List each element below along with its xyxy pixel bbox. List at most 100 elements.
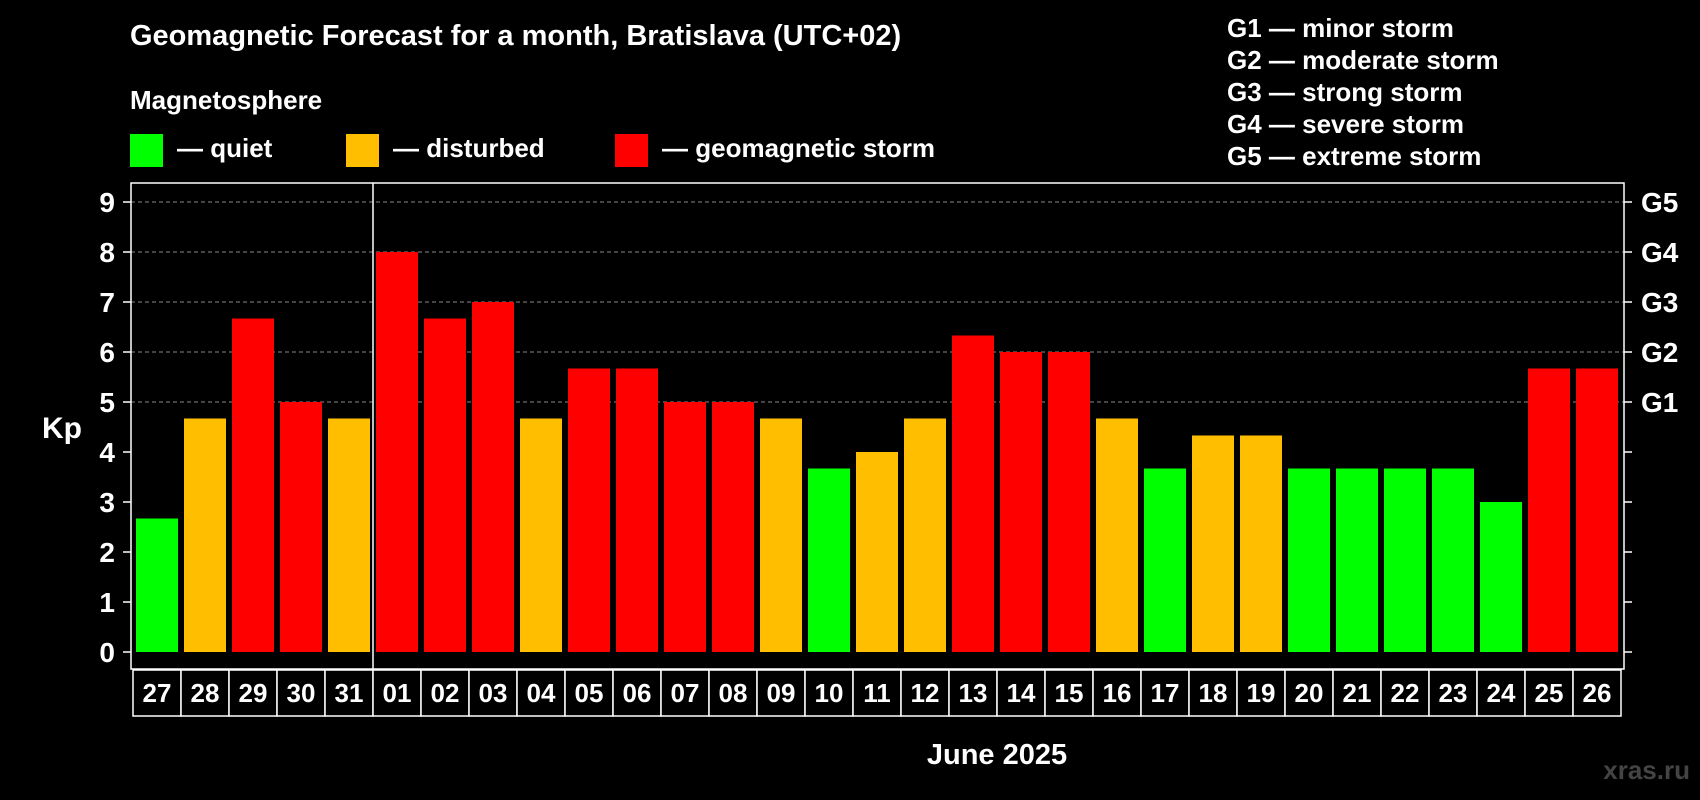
bar-12 bbox=[904, 418, 946, 652]
x-axis-label: June 2025 bbox=[927, 739, 1067, 771]
xtick-box-06 bbox=[612, 669, 662, 717]
xtick-box-18 bbox=[1188, 669, 1238, 717]
xtick-box-10 bbox=[804, 669, 854, 717]
xtick-label-27: 27 bbox=[143, 678, 172, 708]
xtick-box-19 bbox=[1236, 669, 1286, 717]
xtick-box-31 bbox=[324, 669, 374, 717]
bar-19 bbox=[1240, 435, 1282, 652]
xtick-box-29 bbox=[228, 669, 278, 717]
bar-17 bbox=[1144, 468, 1186, 652]
xtick-label-02: 02 bbox=[431, 678, 460, 708]
chart-title: Geomagnetic Forecast for a month, Bratis… bbox=[130, 20, 902, 52]
y-axis-label: Kp bbox=[42, 412, 82, 445]
xtick-label-30: 30 bbox=[287, 678, 316, 708]
ytick-label-2: 2 bbox=[99, 537, 115, 568]
bar-26 bbox=[1576, 368, 1618, 652]
scale-g2: G2 — moderate storm bbox=[1227, 45, 1499, 75]
watermark: xras.ru bbox=[1603, 755, 1690, 785]
bar-23 bbox=[1432, 468, 1474, 652]
bar-03 bbox=[472, 302, 514, 652]
scale-g4: G4 — severe storm bbox=[1227, 109, 1465, 139]
ytick-label-7: 7 bbox=[99, 287, 115, 318]
xtick-label-05: 05 bbox=[575, 678, 604, 708]
rtick-label-g1: G1 bbox=[1641, 387, 1678, 418]
xtick-box-02 bbox=[420, 669, 470, 717]
ytick-label-1: 1 bbox=[99, 587, 115, 618]
xtick-box-13 bbox=[948, 669, 998, 717]
rtick-label-g5: G5 bbox=[1641, 187, 1678, 218]
rtick-label-g3: G3 bbox=[1641, 287, 1678, 318]
bar-27 bbox=[136, 518, 178, 652]
ytick-label-6: 6 bbox=[99, 337, 115, 368]
xtick-box-24 bbox=[1476, 669, 1526, 717]
xtick-box-22 bbox=[1380, 669, 1430, 717]
xtick-label-21: 21 bbox=[1343, 678, 1372, 708]
ytick-label-4: 4 bbox=[99, 437, 115, 468]
xtick-label-14: 14 bbox=[1007, 678, 1036, 708]
xtick-label-07: 07 bbox=[671, 678, 700, 708]
xtick-label-11: 11 bbox=[863, 678, 891, 708]
bar-22 bbox=[1384, 468, 1426, 652]
bar-05 bbox=[568, 368, 610, 652]
xtick-box-25 bbox=[1524, 669, 1574, 717]
bar-15 bbox=[1048, 352, 1090, 652]
rtick-label-g2: G2 bbox=[1641, 337, 1678, 368]
xtick-box-03 bbox=[468, 669, 518, 717]
legend-swatch-storm bbox=[615, 134, 648, 167]
ytick-label-0: 0 bbox=[99, 637, 115, 668]
xtick-box-07 bbox=[660, 669, 710, 717]
xtick-label-12: 12 bbox=[911, 678, 940, 708]
xtick-box-26 bbox=[1572, 669, 1622, 717]
xtick-box-23 bbox=[1428, 669, 1478, 717]
ytick-label-9: 9 bbox=[99, 187, 115, 218]
bar-07 bbox=[664, 402, 706, 652]
xtick-box-21 bbox=[1332, 669, 1382, 717]
xtick-label-20: 20 bbox=[1295, 678, 1324, 708]
xtick-label-09: 09 bbox=[767, 678, 796, 708]
xtick-label-10: 10 bbox=[815, 678, 844, 708]
legend-label-storm: — geomagnetic storm bbox=[662, 133, 936, 163]
xtick-label-22: 22 bbox=[1391, 678, 1420, 708]
legend-swatch-disturbed bbox=[346, 134, 379, 167]
xtick-box-20 bbox=[1284, 669, 1334, 717]
bar-28 bbox=[184, 418, 226, 652]
bar-14 bbox=[1000, 352, 1042, 652]
xtick-box-15 bbox=[1044, 669, 1094, 717]
ytick-label-8: 8 bbox=[99, 237, 115, 268]
xtick-box-05 bbox=[564, 669, 614, 717]
xtick-label-17: 17 bbox=[1151, 678, 1180, 708]
bar-02 bbox=[424, 318, 466, 652]
xtick-label-16: 16 bbox=[1103, 678, 1132, 708]
scale-g3: G3 — strong storm bbox=[1227, 77, 1463, 107]
xtick-label-23: 23 bbox=[1439, 678, 1468, 708]
scale-g5: G5 — extreme storm bbox=[1227, 141, 1482, 171]
legend-label-quiet: — quiet bbox=[177, 133, 273, 163]
xtick-label-13: 13 bbox=[959, 678, 988, 708]
xtick-box-14 bbox=[996, 669, 1046, 717]
bar-10 bbox=[808, 468, 850, 652]
bar-21 bbox=[1336, 468, 1378, 652]
xtick-label-04: 04 bbox=[527, 678, 556, 708]
xtick-label-24: 24 bbox=[1487, 678, 1516, 708]
scale-g1: G1 — minor storm bbox=[1227, 13, 1454, 43]
bar-25 bbox=[1528, 368, 1570, 652]
xtick-label-29: 29 bbox=[239, 678, 268, 708]
xtick-box-01 bbox=[372, 669, 422, 717]
rtick-label-g4: G4 bbox=[1641, 237, 1679, 268]
legend-heading: Magnetosphere bbox=[130, 85, 323, 115]
xtick-label-18: 18 bbox=[1199, 678, 1228, 708]
bar-13 bbox=[952, 335, 994, 652]
ytick-label-5: 5 bbox=[99, 387, 115, 418]
xtick-label-26: 26 bbox=[1583, 678, 1612, 708]
xtick-label-03: 03 bbox=[479, 678, 508, 708]
bar-06 bbox=[616, 368, 658, 652]
bar-31 bbox=[328, 418, 370, 652]
bar-18 bbox=[1192, 435, 1234, 652]
bar-01 bbox=[376, 252, 418, 652]
bar-04 bbox=[520, 418, 562, 652]
bar-11 bbox=[856, 452, 898, 652]
xtick-label-06: 06 bbox=[623, 678, 652, 708]
xtick-box-27 bbox=[132, 669, 182, 717]
bar-30 bbox=[280, 402, 322, 652]
